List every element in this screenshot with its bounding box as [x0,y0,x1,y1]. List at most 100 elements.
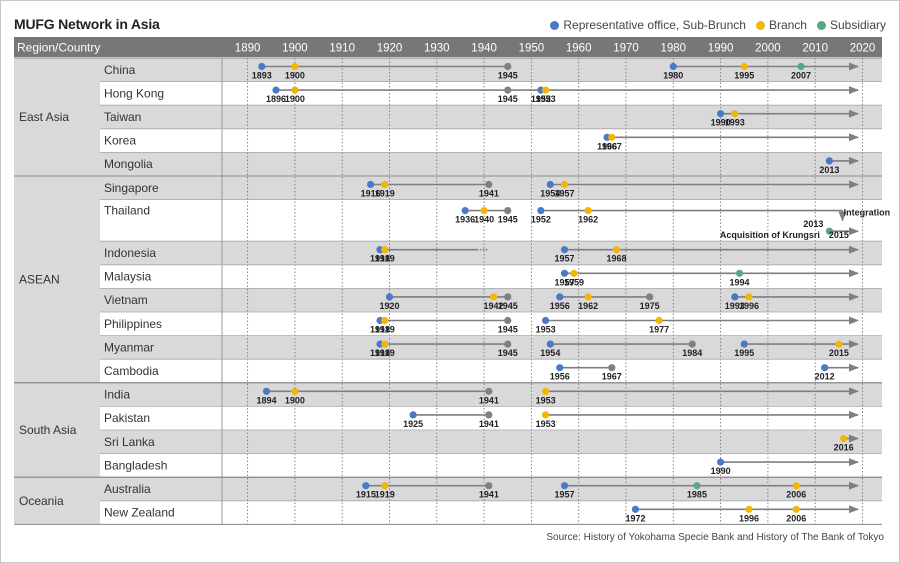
header-bar [14,37,882,57]
legend-item: Representative office, Sub-Brunch [550,18,746,32]
sub-event-dot [825,227,833,235]
country-label: Myanmar [104,340,154,354]
rep-event-dot [262,387,271,395]
closed-event-dot [485,387,493,395]
year-tick-label: 2010 [802,43,828,55]
event-year-label: 1900 [285,71,305,81]
branch-event-dot [612,246,621,254]
region-block [14,176,100,383]
branch-event-dot [489,293,498,301]
header-label: Region/Country [17,41,100,55]
year-tick-label: 2000 [755,43,781,55]
event-year-label: 1941 [479,490,499,500]
rep-event-dot [821,364,829,372]
branch-event-dot [541,411,550,419]
event-year-label: 1945 [498,94,518,104]
country-label: Thailand [104,204,150,218]
region-label: East Asia [19,110,69,124]
event-year-label: 1953 [536,395,556,405]
event-year-label: 1900 [285,94,305,104]
event-year-label: 2006 [786,490,806,500]
event-year-label: 2015 [829,230,849,240]
event-year-label: 1941 [479,419,499,429]
event-year-label: 1925 [403,419,423,429]
branch-event-dot [381,340,389,348]
event-year-label: 1954 [540,348,560,358]
event-year-label: 1959 [564,277,584,287]
legend-item: Subsidiary [816,18,886,32]
event-year-label: 2016 [834,443,854,453]
region-label: Oceania [19,494,64,508]
row-band [100,335,882,360]
rep-event-dot [560,482,569,490]
event-year-label: 1954 [540,189,560,199]
event-year-label: 1945 [498,348,518,358]
region-block [14,477,100,525]
row-band [100,105,882,129]
closed-event-dot [646,293,654,301]
event-year-label: 1936 [455,215,475,225]
row-band [100,199,882,242]
legend: Representative office, Sub-Brunch Branch S… [540,18,886,32]
closed-event-dot [688,340,696,348]
event-year-label: 1941 [479,189,499,199]
branch-event-dot [381,316,389,325]
year-tick-label: 1970 [613,43,639,55]
closed-event-dot [504,316,512,325]
chart-title: MUFG Network in Asia [14,16,160,32]
branch-event-dot [792,482,800,490]
event-year-label: 1952 [531,94,551,104]
country-label: Malaysia [104,270,152,284]
branch-event-dot [655,316,663,325]
year-tick-label: 1910 [329,43,355,55]
country-label: Sri Lanka [104,435,155,449]
row-band [100,453,882,478]
country-label: Korea [104,134,136,148]
event-year-label: 1966 [597,141,617,151]
closed-event-dot [504,86,512,94]
country-label: Australia [104,482,151,496]
event-year-label: 2013 [803,219,823,229]
source-note: Source: History of Yokohama Specie Bank … [546,532,884,543]
year-tick-label: 1960 [566,43,592,55]
closed-event-dot [608,364,616,372]
event-year-label: 1940 [474,215,494,225]
country-label: Philippines [104,317,162,331]
event-year-label: 1956 [550,301,570,311]
country-label: Mongolia [104,157,153,171]
row-band [100,312,882,336]
event-year-label: 1942 [484,301,504,311]
event-year-label: 2013 [819,165,839,175]
legend-label: Subsidiary [829,18,886,32]
branch-event-dot [584,293,592,301]
event-year-label: 1945 [498,301,518,311]
rep-event-dot [258,62,266,71]
rep-event-dot [556,293,564,301]
rep-event-dot [546,340,554,348]
year-tick-label: 1990 [708,43,734,55]
rep-event-dot [669,62,677,71]
region-label: ASEAN [19,272,60,286]
country-label: China [104,63,136,77]
rep-event-dot [541,316,550,325]
sub-event-dot [797,62,805,71]
rep-event-dot [560,269,569,277]
event-year-label: 1980 [663,71,683,81]
row-band [100,430,882,454]
event-year-label: 1952 [531,215,551,225]
event-year-label: 1920 [379,301,399,311]
green-dot-icon [816,20,826,30]
event-year-label: 1919 [375,189,395,199]
branch-event-dot [541,86,550,94]
year-tick-label: 1920 [377,43,403,55]
region-block [14,58,100,176]
closed-event-dot [504,293,512,301]
sub-event-dot [735,269,744,277]
branch-event-dot [291,86,299,94]
rep-event-dot [362,482,370,490]
country-label: Singapore [104,181,159,195]
rep-event-dot [409,411,417,419]
event-year-label: 1967 [602,141,622,151]
rep-event-dot [272,86,280,94]
